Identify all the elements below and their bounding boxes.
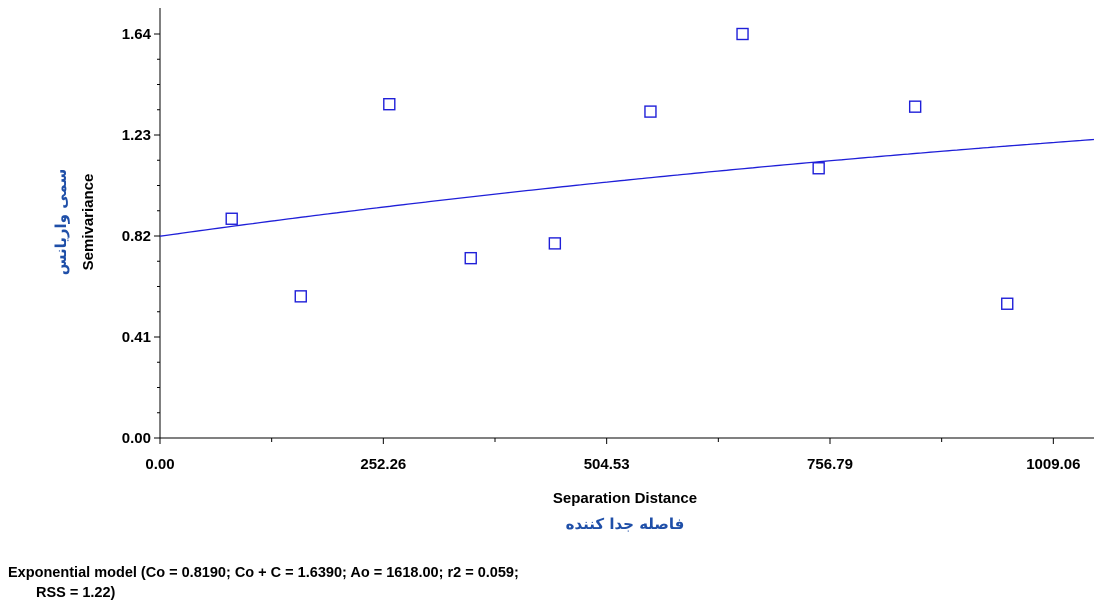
exponential-model-line [159,138,1094,237]
y-tick-label: 1.23 [122,127,151,144]
y-tick-label: 1.64 [122,26,152,43]
data-point [644,105,657,118]
model-parameters-caption: Exponential model (Co = 0.8190; Co + C =… [8,563,1008,603]
data-point [812,162,825,175]
model-caption-line1: Exponential model (Co = 0.8190; Co + C =… [8,565,519,581]
data-point [548,237,562,250]
x-tick-label: 1009.06 [1026,456,1080,473]
data-point [294,290,307,303]
x-axis-title-persian: فاصله جدا کننده [566,515,685,533]
y-axis-title-persian: سمی واریانس [52,169,70,275]
axes [159,8,1094,439]
x-tick-label: 0.00 [145,456,174,473]
data-point [383,98,396,111]
data-points [225,27,1014,310]
y-tick-label: 0.00 [122,430,151,447]
semivariogram-chart: 0.00 0.41 0.82 1.23 1.64 0.00 252.26 504.53 756.… [52,8,1094,533]
model-caption-line2: RSS = 1.22) [36,585,116,601]
x-axis-title: Separation Distance [553,490,697,507]
y-axis-title: Semivariance [80,174,97,271]
x-tick-label: 252.26 [360,456,406,473]
ticks [154,33,1054,444]
y-tick-label: 0.82 [122,228,151,245]
data-point [736,27,749,41]
y-tick-label: 0.41 [122,329,151,346]
data-point [908,100,922,113]
x-tick-label: 756.79 [807,456,853,473]
data-point [1001,297,1014,310]
data-point [464,251,477,265]
data-point [225,212,238,225]
x-tick-label: 504.53 [584,456,630,473]
tick-labels: 0.00 0.41 0.82 1.23 1.64 0.00 252.26 504.53 756.… [122,26,1081,473]
